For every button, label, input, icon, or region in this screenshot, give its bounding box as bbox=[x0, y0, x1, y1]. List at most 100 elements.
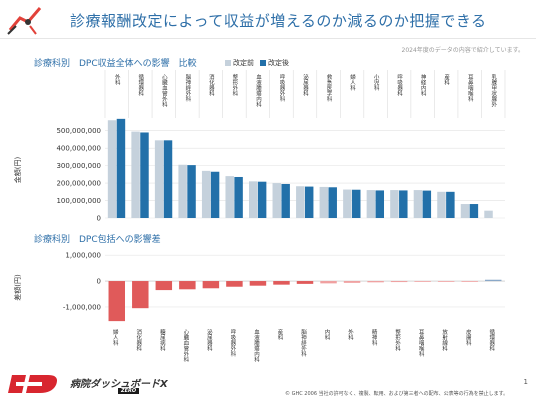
chart2-category-label: 糖尿病科 bbox=[159, 328, 166, 353]
chart2-category-label: 血液腫瘍内科 bbox=[253, 328, 260, 364]
chart1-bar-before bbox=[484, 210, 493, 218]
chart2-bar bbox=[296, 281, 314, 284]
chart2-category-label: 心臓血管外科 bbox=[182, 329, 189, 364]
chart1-bar-before bbox=[225, 176, 234, 218]
chart1-ytick-label: 300,000,000 bbox=[56, 162, 101, 170]
chart2-bar bbox=[108, 281, 125, 322]
chart1-category-label: 呼吸器外科 bbox=[278, 74, 285, 103]
chart1-bar-before bbox=[107, 120, 117, 218]
chart2-bar bbox=[273, 281, 290, 285]
chart1-bar-before bbox=[319, 186, 329, 218]
chart1-category-label: 血液腫瘍内科 bbox=[255, 73, 262, 109]
chart1-bar-after bbox=[210, 171, 220, 218]
chart1-bar-before bbox=[201, 170, 211, 218]
chart2-bar bbox=[226, 281, 243, 287]
chart1-bar-after bbox=[116, 118, 126, 218]
header: 診療報酬改定によって収益が増えるのか減るのか把握できる bbox=[0, 0, 536, 44]
chart2-bar bbox=[390, 281, 408, 283]
chart2-bar bbox=[343, 281, 361, 283]
chart1-category-label: 産科 bbox=[443, 73, 450, 87]
page-number: 1 bbox=[523, 378, 528, 386]
chart1-category-label: 消化器科 bbox=[208, 73, 215, 98]
chart1-bar-after bbox=[140, 132, 149, 218]
chart2-category-label: 耳鼻咽喉科 bbox=[418, 329, 425, 358]
chart2-ylabel: 差額(円) bbox=[13, 274, 22, 301]
chart1-category-label: 心臓血管外科 bbox=[161, 74, 168, 109]
chart1-ytick-label: 500,000,000 bbox=[56, 127, 101, 135]
chart1-ytick-label: 400,000,000 bbox=[56, 145, 101, 153]
chart1-bar-after bbox=[257, 181, 267, 218]
hospital-dashboard-logo bbox=[8, 375, 57, 393]
chart2-category-label: 脳神経外科 bbox=[300, 328, 307, 358]
chart2-category-label: 消化器科 bbox=[135, 328, 142, 353]
chart1-bar-after bbox=[234, 176, 243, 218]
chart1-bar-before bbox=[366, 190, 376, 218]
chart1-bar-before bbox=[413, 190, 423, 218]
chart2-bar bbox=[367, 281, 384, 283]
chart1-svg: 0 100,000,000 200,000,000 300,000,000 400,00… bbox=[13, 70, 506, 223]
chart2-bar bbox=[437, 281, 455, 282]
chart1-bar-before bbox=[437, 191, 446, 218]
chart1-legend: 改定前 改定後 bbox=[225, 58, 289, 68]
chart2-bar bbox=[485, 279, 502, 282]
chart1-bar-after bbox=[375, 190, 385, 218]
chart1-category-label: 脳神経外科 bbox=[184, 73, 191, 103]
chart2-category-label: 内科 bbox=[324, 328, 331, 342]
chart1-category-label: 救急医学科 bbox=[326, 73, 333, 103]
chart2-category-label: 放射線科 bbox=[441, 328, 448, 353]
chart2-ytick-label: -1,000,000 bbox=[63, 303, 101, 311]
chart1-bar-after bbox=[446, 191, 455, 218]
chart1-bar-before bbox=[460, 204, 470, 218]
chart1-title: 診療科別 DPC収益全体への影響 比較 bbox=[34, 59, 197, 69]
chart2-ytick-label: 0 bbox=[97, 278, 101, 286]
copyright-notice: © GHC 2006 当社の許可なく、複製、転用、および第三者への配布、公表等の… bbox=[285, 391, 509, 397]
chart1-bar-before bbox=[272, 183, 281, 218]
chart1-bar-before bbox=[296, 186, 305, 218]
product-name: 病院ダッシュボードΧ bbox=[70, 379, 168, 390]
chart1-bar-before bbox=[131, 131, 140, 218]
chart1-category-label: 耳鼻咽喉科 bbox=[467, 74, 474, 103]
chart1-bar-after bbox=[422, 190, 432, 218]
chart1-bar-after bbox=[187, 165, 196, 218]
legend-item-after: 改定後 bbox=[260, 58, 289, 68]
chart2-category-label: 外科 bbox=[347, 328, 354, 342]
chart1-bar-before bbox=[178, 164, 187, 218]
chart1-bar-after bbox=[352, 189, 361, 218]
chart2-bar bbox=[155, 281, 173, 291]
chart2-category-label: 産科 bbox=[276, 328, 283, 342]
mascot-icon bbox=[7, 7, 42, 35]
chart1-bar-after bbox=[304, 186, 314, 218]
chart1-ylabel: 金額(円) bbox=[13, 157, 22, 184]
chart1-category-label: 泌尿器科 bbox=[302, 73, 309, 98]
chart1-bar-after bbox=[469, 204, 479, 218]
chart1-category-label: 循環器科 bbox=[137, 73, 144, 98]
chart1-ytick-label: 100,000,000 bbox=[56, 197, 101, 205]
chart2-category-label: 呼吸器外科 bbox=[229, 329, 236, 358]
chart1-bar-after bbox=[328, 187, 337, 218]
chart1-category-label: 外科 bbox=[114, 73, 121, 87]
data-note: 2024年度のデータの内容で紹介しています。 bbox=[401, 47, 525, 54]
chart1-bar-before bbox=[249, 181, 258, 218]
product-edition: ZERO bbox=[118, 388, 140, 394]
chart1-category-label: 整形外科 bbox=[231, 73, 238, 98]
chart1-bar-after bbox=[163, 140, 173, 218]
chart2-category-label: 精神科 bbox=[371, 328, 378, 347]
chart2-bar bbox=[202, 281, 220, 289]
chart1-ytick-label: 0 bbox=[97, 215, 101, 223]
chart1-category-label: 小児科 bbox=[373, 73, 380, 92]
chart1-category-label: 神経内科 bbox=[420, 73, 427, 98]
legend-item-before: 改定前 bbox=[225, 58, 254, 68]
chart1-category-label: 婦人科 bbox=[349, 73, 356, 92]
page-title: 診療報酬改定によって収益が増えるのか減るのか把握できる bbox=[70, 12, 487, 30]
chart1-category-label: 乳腺甲状腺外 bbox=[490, 73, 497, 109]
chart2-bar bbox=[320, 281, 337, 284]
chart1-bar-after bbox=[399, 190, 408, 218]
chart2-bar bbox=[179, 281, 196, 290]
chart2-ytick-label: 1,000,000 bbox=[65, 252, 101, 260]
chart2-category-label: 婦人科 bbox=[112, 328, 119, 347]
chart2-category-label: 皮膚科 bbox=[465, 328, 472, 347]
header-divider bbox=[0, 38, 536, 39]
chart1-bar-before bbox=[343, 189, 352, 218]
chart1-ytick-label: 200,000,000 bbox=[56, 180, 101, 188]
chart1-category-label: 呼吸器科 bbox=[396, 74, 403, 98]
